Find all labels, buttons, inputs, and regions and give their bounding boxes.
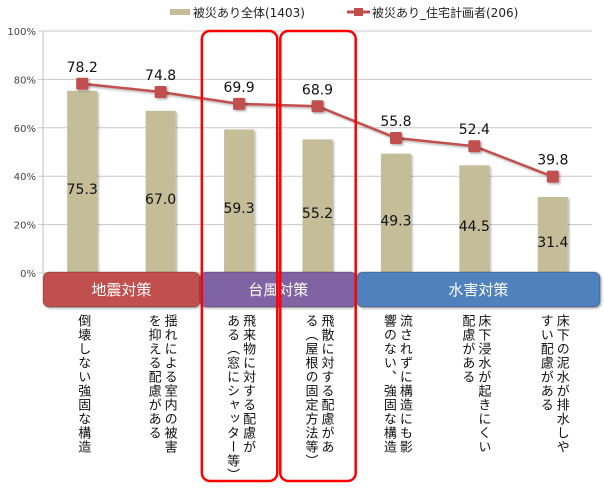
highlight-boxes xyxy=(200,29,357,483)
group-band-label: 水害対策 xyxy=(448,281,508,299)
group-band-label: 地震対策 xyxy=(91,281,151,299)
x-axis-label-line: 揺れによる室内の被害 xyxy=(161,314,177,454)
x-axis-label-line: ある（窓にシャッター等） xyxy=(224,314,240,482)
x-axis-label-line: 飛来物に対する配慮が xyxy=(240,314,256,454)
category-group-bands: 地震対策 台風対策 水害対策 xyxy=(42,271,601,308)
bar-data-label: 67.0 xyxy=(145,192,176,208)
x-axis-label-line: を抑える配慮がある xyxy=(145,314,161,440)
bar-data-label: 44.5 xyxy=(459,219,490,235)
bar xyxy=(224,129,255,273)
line-data-label: 39.8 xyxy=(537,153,568,169)
line-marker xyxy=(233,97,246,110)
legend-label-bar: 被災あり全体(1403) xyxy=(193,5,305,20)
line-data-label: 68.9 xyxy=(302,82,333,98)
bar xyxy=(302,139,333,273)
y-tick-label: 100% xyxy=(7,27,36,38)
line-data-label: 69.9 xyxy=(223,80,254,96)
bar xyxy=(459,165,490,273)
y-tick-label: 40% xyxy=(14,172,36,183)
bar-data-label: 59.3 xyxy=(223,201,254,217)
x-axis-label: 倒壊しない強固な構造 xyxy=(74,314,90,454)
bar-data-label: 31.4 xyxy=(537,235,568,251)
line-marker xyxy=(76,77,89,90)
x-axis-label: 揺れによる室内の被害 を抑える配慮がある xyxy=(145,314,177,454)
x-axis-label: 流されずに構造にも影 響のない、強固な構造 xyxy=(380,314,412,454)
line-marker xyxy=(154,85,167,98)
x-axis-label-line: 床下浸水が起きにくい xyxy=(475,314,491,454)
line-data-label: 55.8 xyxy=(380,114,411,130)
x-axis-label: 床下の泥水が排水しや すい配慮がある xyxy=(537,314,569,454)
y-tick-label: 20% xyxy=(14,221,36,232)
legend: 被災あり全体(1403) 被災あり_住宅計画者(206) xyxy=(170,5,518,20)
line-data-label: 74.8 xyxy=(145,68,176,84)
legend-swatch-bar xyxy=(170,9,190,15)
line-marker xyxy=(468,140,481,153)
y-tick-label: 60% xyxy=(14,124,36,135)
bar-data-labels: 75.3 67.0 59.3 55.2 49.3 44.5 31.4 xyxy=(67,182,569,251)
x-axis-label-line: すい配慮がある xyxy=(537,314,553,412)
x-axis-label-line: 流されずに構造にも影 xyxy=(396,314,412,454)
line-data-labels: 78.2 74.8 69.9 68.9 55.8 52.4 39.8 xyxy=(67,60,569,169)
bar xyxy=(537,197,568,273)
x-axis-label: 床下浸水が起きにくい 配慮がある xyxy=(458,314,490,454)
x-axis-label: 飛散に対する配慮があ る（屋根の固定方法等） xyxy=(302,314,334,468)
y-tick-label: 80% xyxy=(14,75,36,86)
x-axis-label-line: る（屋根の固定方法等） xyxy=(302,314,318,468)
bar-data-label: 75.3 xyxy=(67,182,98,198)
highlight-box xyxy=(279,29,357,483)
x-axis-label-line: 倒壊しない強固な構造 xyxy=(75,314,91,454)
bar xyxy=(67,90,98,273)
legend-label-line: 被災あり_住宅計画者(206) xyxy=(372,5,518,20)
line-data-label: 52.4 xyxy=(459,122,490,138)
line-marker xyxy=(311,100,324,113)
x-axis-label-line: 配慮がある xyxy=(459,314,475,384)
x-axis-label-line: 床下の泥水が排水しや xyxy=(553,314,569,454)
line-data-label: 78.2 xyxy=(67,60,98,76)
bar-series xyxy=(67,90,568,273)
highlight-box xyxy=(200,29,279,483)
bar-data-label: 49.3 xyxy=(380,213,411,229)
x-axis-label-line: 飛散に対する配慮があ xyxy=(318,314,334,454)
y-axis-ticks: 0% 20% 40% 60% 80% 100% xyxy=(7,27,36,280)
legend-marker-line xyxy=(354,8,363,16)
x-axis-label-line: 響のない、強固な構造 xyxy=(380,314,396,454)
bar-data-label: 55.2 xyxy=(302,206,333,222)
line-series xyxy=(76,77,559,183)
line-marker xyxy=(389,131,402,144)
bar xyxy=(380,153,411,273)
x-axis-label: 飛来物に対する配慮が ある（窓にシャッター等） xyxy=(223,314,255,482)
bar xyxy=(145,110,176,273)
y-tick-label: 0% xyxy=(20,269,36,280)
line-marker xyxy=(546,170,559,183)
